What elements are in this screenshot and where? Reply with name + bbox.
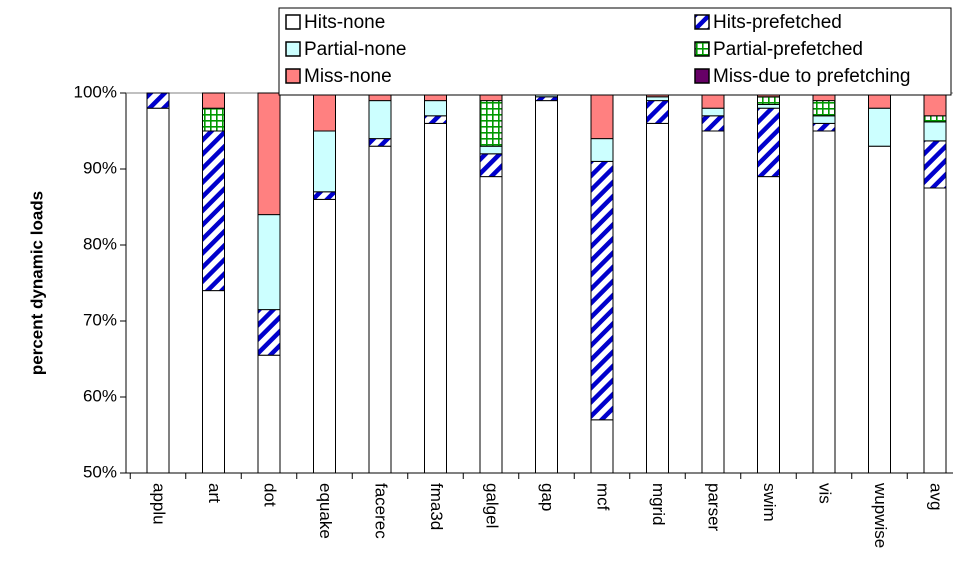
bar-segment <box>757 96 780 105</box>
bar-segment <box>701 107 725 117</box>
bar-segment <box>257 214 281 311</box>
bar-segment <box>313 130 336 193</box>
legend-swatch <box>694 68 710 84</box>
bar-segment <box>923 140 947 189</box>
x-tick-label: parser <box>705 483 724 532</box>
x-tick-label: galgel <box>483 483 502 528</box>
bar-segment <box>424 115 447 124</box>
y-tick-label: 100% <box>74 82 117 101</box>
bar-segment <box>368 145 392 474</box>
plot: 50% 60% 70% 80% 90% 100% applu art dot equake face… <box>74 82 953 548</box>
legend-box <box>278 7 952 96</box>
x-tick-label: gap <box>538 483 557 511</box>
bar-segment <box>257 354 281 474</box>
bar-segment <box>923 121 947 142</box>
x-tick-label: dot <box>261 483 280 507</box>
bar-segment <box>812 130 836 474</box>
bar-segment <box>590 138 614 162</box>
legend-swatch <box>285 68 301 84</box>
bar-segment <box>590 419 614 474</box>
legend-label: Miss-due to prefetching <box>713 66 911 87</box>
x-tick-label: swim <box>760 483 779 522</box>
bar-segment <box>923 187 947 474</box>
bar-segment <box>868 145 891 474</box>
bar-segment <box>646 122 669 474</box>
bar-segment <box>590 160 614 421</box>
bar-segment <box>146 107 170 474</box>
bar-segment <box>701 130 725 474</box>
bar-segment <box>424 100 447 117</box>
x-tick-label: mcf <box>594 483 613 511</box>
x-tick-label: wupwise <box>871 482 890 548</box>
legend-label: Hits-prefetched <box>713 12 842 33</box>
bar-segment <box>202 92 225 109</box>
bar-segment <box>202 107 225 132</box>
bar-segment <box>590 92 614 140</box>
bar-segment <box>313 191 336 200</box>
bar-segment <box>923 92 947 117</box>
y-tick-label: 90% <box>83 158 117 177</box>
x-tick-label: mgrid <box>649 483 668 526</box>
x-tick-label: avg <box>927 483 946 510</box>
x-tick-label: art <box>205 483 224 503</box>
bar-segment <box>368 138 392 147</box>
bar-segment <box>368 100 392 140</box>
bar-segment <box>757 103 780 109</box>
legend-label: Partial-none <box>304 39 406 60</box>
y-tick-label: 80% <box>83 234 117 253</box>
x-tick-label: applu <box>150 483 169 525</box>
bar-segment <box>812 115 836 124</box>
bar-segment <box>923 115 947 123</box>
bar-segment <box>812 100 836 117</box>
bar-segment <box>479 153 503 178</box>
y-axis-label: percent dynamic loads <box>27 191 46 375</box>
bar-segment <box>757 176 780 474</box>
legend-label: Partial-prefetched <box>713 39 863 60</box>
y-tick-label: 60% <box>83 386 117 405</box>
bar-segment <box>479 100 503 147</box>
y-tick-label: 70% <box>83 310 117 329</box>
bar-segment <box>313 92 336 132</box>
bar-segment <box>146 92 170 109</box>
bar-segment <box>479 145 503 155</box>
bar-segment <box>535 96 558 102</box>
y-tick-label: 50% <box>83 462 117 481</box>
legend-swatch <box>285 14 301 30</box>
legend: Hits-none Hits-prefetched Partial-none Part… <box>278 7 952 96</box>
legend-label: Miss-none <box>304 66 392 87</box>
bar-segment <box>812 122 836 132</box>
bar-segment <box>646 100 669 124</box>
bar-segment <box>868 107 891 147</box>
bar-segment <box>313 198 336 474</box>
bar-segment <box>202 130 225 292</box>
bar-segment <box>257 309 281 356</box>
bar-segment <box>701 115 725 132</box>
bar-segment <box>257 92 281 216</box>
legend-swatch <box>285 41 301 57</box>
bar-segment <box>202 290 225 474</box>
bar-segment <box>757 107 780 178</box>
legend-label: Hits-none <box>304 12 385 33</box>
x-tick-label: fma3d <box>427 483 446 530</box>
x-tick-label: vis <box>816 483 835 504</box>
bar-segment <box>646 96 669 102</box>
legend-swatch <box>694 41 710 57</box>
bar-segment <box>424 122 447 474</box>
x-tick-label: equake <box>316 483 335 539</box>
bar-segment <box>535 100 558 474</box>
bar-segment <box>479 176 503 474</box>
x-tick-label: facerec <box>372 483 391 539</box>
legend-swatch <box>694 14 710 30</box>
